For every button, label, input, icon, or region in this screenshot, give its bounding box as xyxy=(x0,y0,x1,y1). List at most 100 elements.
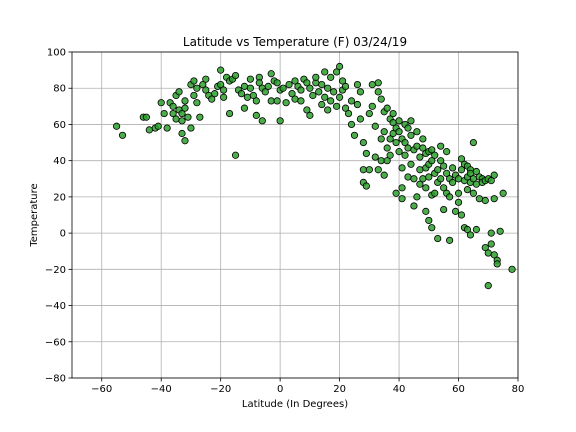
data-point xyxy=(264,82,272,91)
data-point xyxy=(327,73,335,81)
data-point xyxy=(496,227,504,235)
data-point xyxy=(410,202,418,210)
data-point xyxy=(440,162,448,170)
data-point xyxy=(347,120,356,129)
data-point xyxy=(335,93,344,101)
data-point xyxy=(490,195,498,203)
data-point xyxy=(193,99,201,107)
data-point xyxy=(383,144,391,152)
data-point xyxy=(487,240,495,248)
data-point xyxy=(422,207,430,215)
data-point xyxy=(434,234,442,243)
data-point xyxy=(297,97,305,105)
data-point xyxy=(448,164,457,172)
data-point xyxy=(285,81,293,89)
data-point xyxy=(404,144,412,152)
y-tick-label: −40 xyxy=(45,301,66,312)
data-point xyxy=(240,82,249,91)
data-point xyxy=(454,175,463,183)
data-point xyxy=(338,77,347,85)
data-point xyxy=(341,82,350,91)
data-point xyxy=(333,68,341,76)
data-point xyxy=(145,126,153,134)
data-point xyxy=(169,102,177,110)
data-point xyxy=(484,282,492,290)
data-point xyxy=(118,131,127,139)
data-point xyxy=(440,184,448,192)
data-point xyxy=(466,231,475,239)
data-point xyxy=(240,104,249,112)
data-point xyxy=(377,157,385,165)
data-point xyxy=(178,109,186,118)
data-point xyxy=(419,144,427,152)
data-point xyxy=(142,113,150,121)
data-point xyxy=(157,99,165,107)
data-point xyxy=(356,115,365,123)
data-point xyxy=(398,164,406,172)
y-tick-label: −80 xyxy=(45,374,66,385)
x-tick-label: −60 xyxy=(91,384,112,395)
data-point xyxy=(443,148,451,156)
data-point xyxy=(335,62,344,71)
data-point xyxy=(220,86,228,94)
data-point xyxy=(199,81,207,89)
data-point xyxy=(425,173,433,181)
data-point xyxy=(440,205,448,214)
data-point xyxy=(324,84,332,92)
data-point xyxy=(225,109,234,118)
data-point xyxy=(374,166,382,174)
data-point xyxy=(258,117,266,125)
data-points xyxy=(113,62,516,290)
data-point xyxy=(416,180,424,188)
data-point xyxy=(291,77,299,85)
data-point xyxy=(383,104,391,112)
data-point xyxy=(169,109,177,118)
data-point xyxy=(469,138,477,147)
data-point xyxy=(327,97,335,105)
data-point xyxy=(472,225,480,234)
data-point xyxy=(252,111,260,119)
data-point xyxy=(451,207,460,215)
data-point xyxy=(401,151,409,159)
plot-frame xyxy=(71,51,519,379)
data-point xyxy=(472,167,480,176)
data-point xyxy=(175,88,183,96)
data-point xyxy=(481,196,489,205)
data-point xyxy=(398,184,406,192)
data-point xyxy=(211,90,219,98)
data-point xyxy=(374,79,382,87)
data-point xyxy=(425,216,433,225)
data-point xyxy=(371,153,379,161)
data-point xyxy=(184,113,192,121)
data-point xyxy=(457,155,466,163)
data-point xyxy=(386,135,394,143)
data-point xyxy=(422,184,430,192)
data-point xyxy=(231,151,240,159)
data-point xyxy=(237,90,246,98)
data-point xyxy=(457,166,466,174)
data-point xyxy=(487,176,495,185)
data-point xyxy=(273,97,281,105)
data-point xyxy=(377,135,385,143)
data-point xyxy=(362,149,370,158)
data-point xyxy=(386,151,394,159)
data-point xyxy=(407,117,415,125)
data-point xyxy=(344,109,353,118)
data-point xyxy=(154,122,162,130)
data-point xyxy=(428,146,436,154)
data-point xyxy=(190,91,198,100)
data-point xyxy=(398,195,406,203)
data-point xyxy=(217,66,225,74)
data-point xyxy=(356,88,365,96)
data-point xyxy=(321,68,329,76)
data-point xyxy=(291,95,299,103)
data-point xyxy=(297,86,305,94)
data-point xyxy=(178,117,186,125)
data-point xyxy=(484,249,492,257)
data-point xyxy=(446,193,454,201)
data-point xyxy=(321,93,329,101)
data-point xyxy=(389,109,397,118)
data-point xyxy=(181,104,189,112)
data-point xyxy=(392,138,400,147)
